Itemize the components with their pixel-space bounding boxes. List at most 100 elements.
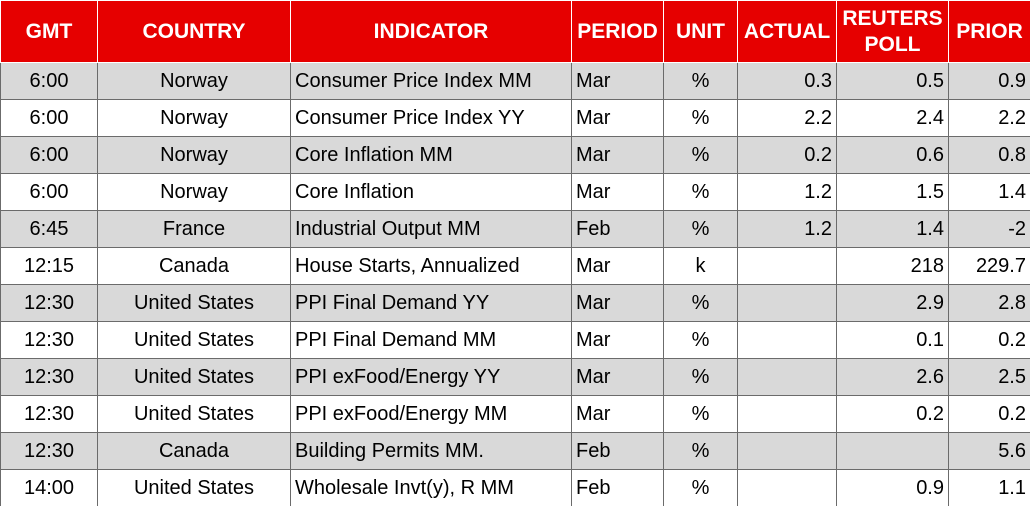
table-cell: 0.5 — [836, 62, 949, 100]
table-cell: 12:15 — [0, 247, 98, 285]
table-cell: 0.9 — [836, 469, 949, 506]
table-cell: 12:30 — [0, 284, 98, 322]
table-cell: 2.2 — [948, 99, 1030, 137]
table-cell: Norway — [97, 62, 291, 100]
table-cell: PPI exFood/Energy YY — [290, 358, 572, 396]
table-row: 6:00 Norway Consumer Price Index MM Mar% 0.3… — [0, 62, 1030, 100]
table-cell: Consumer Price Index MM — [290, 62, 572, 100]
table-cell: 2.9 — [836, 284, 949, 322]
table-row: 12:30 Canada Building Permits MM. Feb% 5.6 — [0, 432, 1030, 470]
table-cell: Norway — [97, 136, 291, 174]
table-cell: % — [663, 210, 738, 248]
table-cell: Mar — [571, 358, 664, 396]
table-cell — [737, 395, 837, 433]
table-cell: Mar — [571, 62, 664, 100]
table-cell: Mar — [571, 173, 664, 211]
table-cell: Wholesale Invt(y), R MM — [290, 469, 572, 506]
table-row: 6:45 France Industrial Output MM Feb% 1.2 1.4… — [0, 210, 1030, 248]
table-cell: PPI Final Demand YY — [290, 284, 572, 322]
table-cell: United States — [97, 284, 291, 322]
table-cell: 2.5 — [948, 358, 1030, 396]
table-cell: 0.9 — [948, 62, 1030, 100]
table-cell: 12:30 — [0, 321, 98, 359]
header-cell: ACTUAL — [737, 0, 837, 63]
header-cell: REUTERS POLL — [836, 0, 949, 63]
header-cell: PRIOR — [948, 0, 1030, 63]
table-cell — [737, 358, 837, 396]
header-cell: UNIT — [663, 0, 738, 63]
header-cell: PERIOD — [571, 0, 664, 63]
table-row: 6:00 Norway Consumer Price Index YY Mar% 2.2… — [0, 99, 1030, 137]
table-cell: Mar — [571, 395, 664, 433]
table-cell: 2.6 — [836, 358, 949, 396]
table-cell: 0.6 — [836, 136, 949, 174]
table-body: 6:00 Norway Consumer Price Index MM Mar% 0.3… — [0, 62, 1030, 506]
table-row: 6:00 Norway Core Inflation MM Mar% 0.2 0.6 0.8 — [0, 136, 1030, 174]
table-cell: 14:00 — [0, 469, 98, 506]
table-cell: % — [663, 136, 738, 174]
table-cell: -2 — [948, 210, 1030, 248]
header-cell: INDICATOR — [290, 0, 572, 63]
table-cell: Building Permits MM. — [290, 432, 572, 470]
table-cell: 218 — [836, 247, 949, 285]
table-cell: United States — [97, 321, 291, 359]
table-cell: 0.2 — [948, 395, 1030, 433]
table-cell: 1.5 — [836, 173, 949, 211]
table-cell: Feb — [571, 432, 664, 470]
table-cell: 6:45 — [0, 210, 98, 248]
header-cell: GMT — [0, 0, 98, 63]
table-cell: 0.2 — [836, 395, 949, 433]
header-row: GMT COUNTRY INDICATOR PERIOD UNIT ACTUAL REUTE… — [0, 0, 1030, 63]
table-cell: 2.4 — [836, 99, 949, 137]
table-cell — [737, 284, 837, 322]
table-cell: Mar — [571, 284, 664, 322]
table-cell: Feb — [571, 469, 664, 506]
table-cell: % — [663, 395, 738, 433]
table-cell: 1.1 — [948, 469, 1030, 506]
table-cell: k — [663, 247, 738, 285]
table-cell: 0.2 — [737, 136, 837, 174]
table-cell: 6:00 — [0, 99, 98, 137]
table-cell — [737, 321, 837, 359]
table-cell: 0.8 — [948, 136, 1030, 174]
table-cell: % — [663, 173, 738, 211]
table-cell: % — [663, 321, 738, 359]
table-cell: % — [663, 284, 738, 322]
table-cell — [737, 247, 837, 285]
table-row: 12:30 United States PPI Final Demand YY Mar… — [0, 284, 1030, 322]
table-cell: Norway — [97, 99, 291, 137]
table-cell: % — [663, 358, 738, 396]
table-cell: % — [663, 99, 738, 137]
table-cell: United States — [97, 358, 291, 396]
table-cell: PPI Final Demand MM — [290, 321, 572, 359]
table-cell: Mar — [571, 136, 664, 174]
table-cell: % — [663, 62, 738, 100]
table-cell: 12:30 — [0, 432, 98, 470]
table-cell: Mar — [571, 247, 664, 285]
table-cell: PPI exFood/Energy MM — [290, 395, 572, 433]
table-cell: United States — [97, 469, 291, 506]
table-cell: 2.8 — [948, 284, 1030, 322]
table-cell — [737, 432, 837, 470]
table-cell: 12:30 — [0, 395, 98, 433]
table-cell: 6:00 — [0, 62, 98, 100]
table-cell: Consumer Price Index YY — [290, 99, 572, 137]
table-cell: Industrial Output MM — [290, 210, 572, 248]
table-cell: 1.2 — [737, 173, 837, 211]
table-cell: % — [663, 469, 738, 506]
table-cell: 0.2 — [948, 321, 1030, 359]
table-cell: 12:30 — [0, 358, 98, 396]
table-row: 12:30 United States PPI exFood/Energy YY Ma… — [0, 358, 1030, 396]
table-cell: Canada — [97, 247, 291, 285]
table-cell: Core Inflation — [290, 173, 572, 211]
table-cell: 1.4 — [836, 210, 949, 248]
table-cell: House Starts, Annualized — [290, 247, 572, 285]
table-cell: Core Inflation MM — [290, 136, 572, 174]
table-cell: % — [663, 432, 738, 470]
table-cell: Feb — [571, 210, 664, 248]
header-cell: COUNTRY — [97, 0, 291, 63]
table-cell: United States — [97, 395, 291, 433]
table-cell: 229.7 — [948, 247, 1030, 285]
table-row: 14:00 United States Wholesale Invt(y), R M… — [0, 469, 1030, 506]
